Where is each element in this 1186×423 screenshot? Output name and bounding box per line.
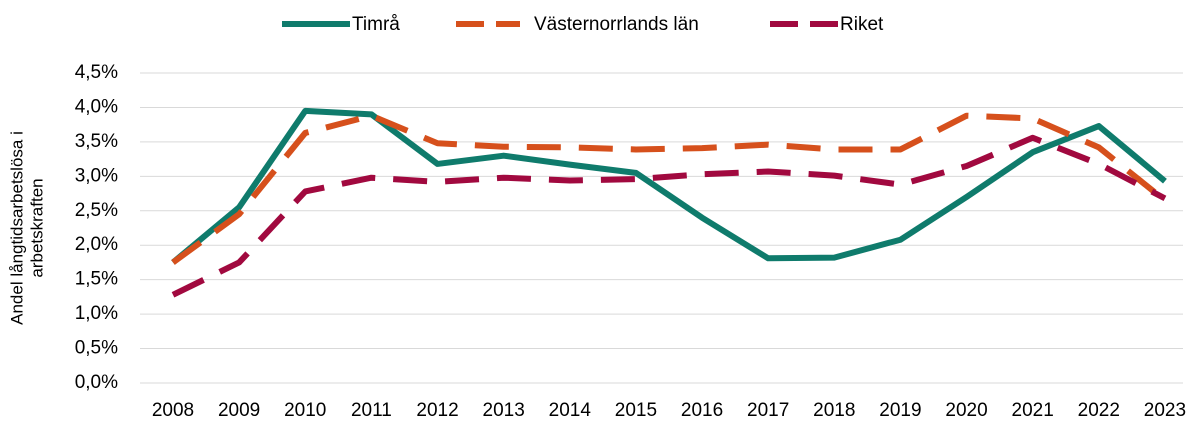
x-tick-label: 2017 [747,400,789,421]
y-tick-label: 1,5% [75,269,118,290]
y-tick-label: 2,5% [75,200,118,221]
x-tick-label: 2013 [483,400,525,421]
y-tick-label: 0,5% [75,338,118,359]
series-line [171,134,1167,298]
x-tick-label: 2010 [284,400,326,421]
y-tick-label: 3,5% [75,131,118,152]
x-tick-label: 2015 [615,400,657,421]
x-tick-label: 2021 [1012,400,1054,421]
x-tick-label: 2023 [1144,400,1186,421]
x-tick-label: 2008 [152,400,194,421]
y-tick-label: 4,5% [75,62,118,83]
y-axis-label: Andel långtidsarbetslösa i [7,131,26,325]
x-tick-label: 2019 [879,400,921,421]
y-tick-label: 4,0% [75,96,118,117]
x-tick-label: 2016 [681,400,723,421]
x-tick-label: 2014 [549,400,592,421]
x-tick-label: 2020 [945,400,987,421]
series-line [171,107,1167,265]
x-tick-label: 2009 [218,400,260,421]
x-tick-label: 2022 [1078,400,1120,421]
y-tick-label: 3,0% [75,165,118,186]
legend-label: Timrå [352,14,400,35]
y-tick-label: 2,0% [75,234,118,255]
legend-label: Riket [840,14,884,35]
y-tick-label: 1,0% [75,303,118,324]
y-axis-label: arbetskraften [27,178,46,277]
series-line [171,112,1167,265]
x-tick-label: 2012 [416,400,458,421]
x-tick-label: 2011 [351,400,392,421]
y-tick-label: 0,0% [75,372,118,393]
legend-label: Västernorrlands län [534,14,699,35]
x-tick-label: 2018 [813,400,855,421]
